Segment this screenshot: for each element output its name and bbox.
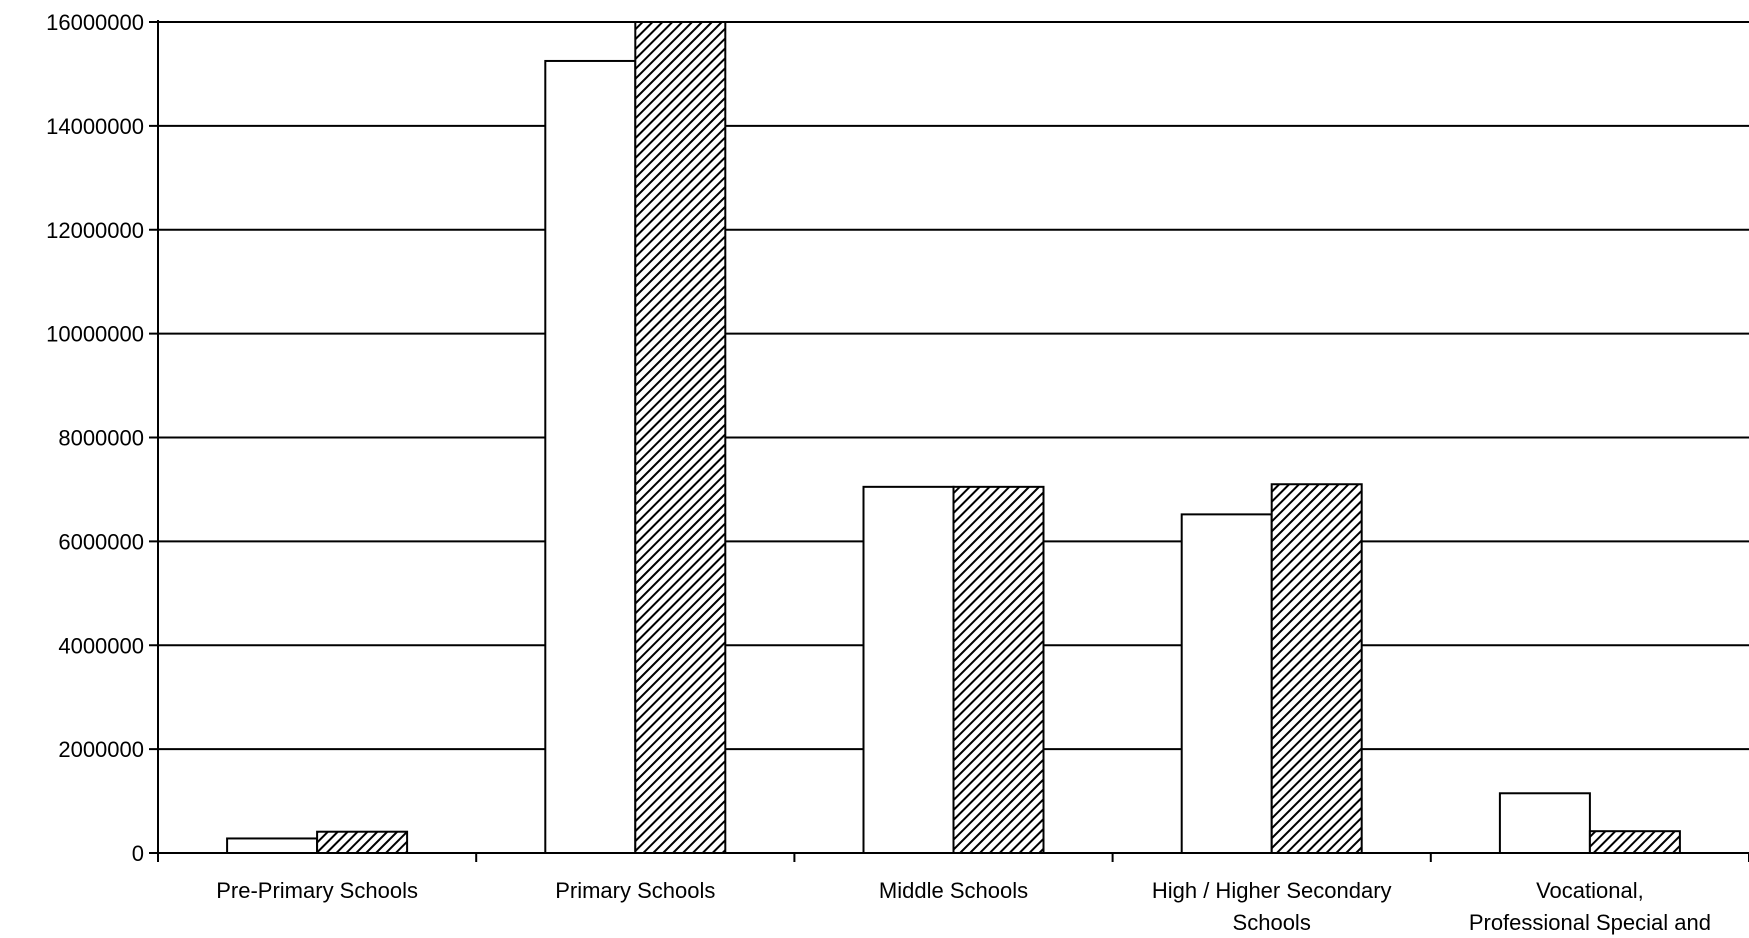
y-tick-label: 0 bbox=[132, 841, 144, 866]
labels: 0 2000000 4000000 6000000 8000000 10000000 120… bbox=[46, 10, 1711, 935]
bar-series-1 bbox=[862, 485, 955, 854]
x-category-label: Vocational, bbox=[1536, 878, 1644, 903]
y-tick-label: 2000000 bbox=[58, 737, 144, 762]
bars bbox=[226, 21, 1681, 855]
y-tick-label: 16000000 bbox=[46, 10, 144, 35]
y-tick-label: 6000000 bbox=[58, 529, 144, 554]
y-tick-label: 14000000 bbox=[46, 114, 144, 139]
bar-series-1 bbox=[1180, 513, 1273, 854]
x-category-label: Pre-Primary Schools bbox=[216, 878, 418, 903]
bar-series-2 bbox=[1588, 830, 1681, 855]
x-category-label: Professional Special and bbox=[1469, 910, 1711, 935]
x-category-label: Schools bbox=[1233, 910, 1311, 935]
y-tick-label: 12000000 bbox=[46, 218, 144, 243]
y-tick-label: 8000000 bbox=[58, 426, 144, 451]
y-tick-label: 4000000 bbox=[58, 633, 144, 658]
bar-series-1 bbox=[226, 837, 319, 855]
bar-series-2 bbox=[316, 830, 409, 855]
y-tick-label: 10000000 bbox=[46, 322, 144, 347]
bar-series-2 bbox=[634, 21, 727, 854]
bar-series-2 bbox=[1270, 483, 1363, 854]
x-category-label: High / Higher Secondary bbox=[1152, 878, 1392, 903]
x-category-label: Primary Schools bbox=[555, 878, 715, 903]
bar-series-1 bbox=[1498, 792, 1591, 854]
bar-series-2 bbox=[952, 485, 1045, 854]
bar-series-1 bbox=[544, 59, 637, 854]
axes bbox=[149, 20, 1749, 862]
x-category-label: Middle Schools bbox=[879, 878, 1028, 903]
